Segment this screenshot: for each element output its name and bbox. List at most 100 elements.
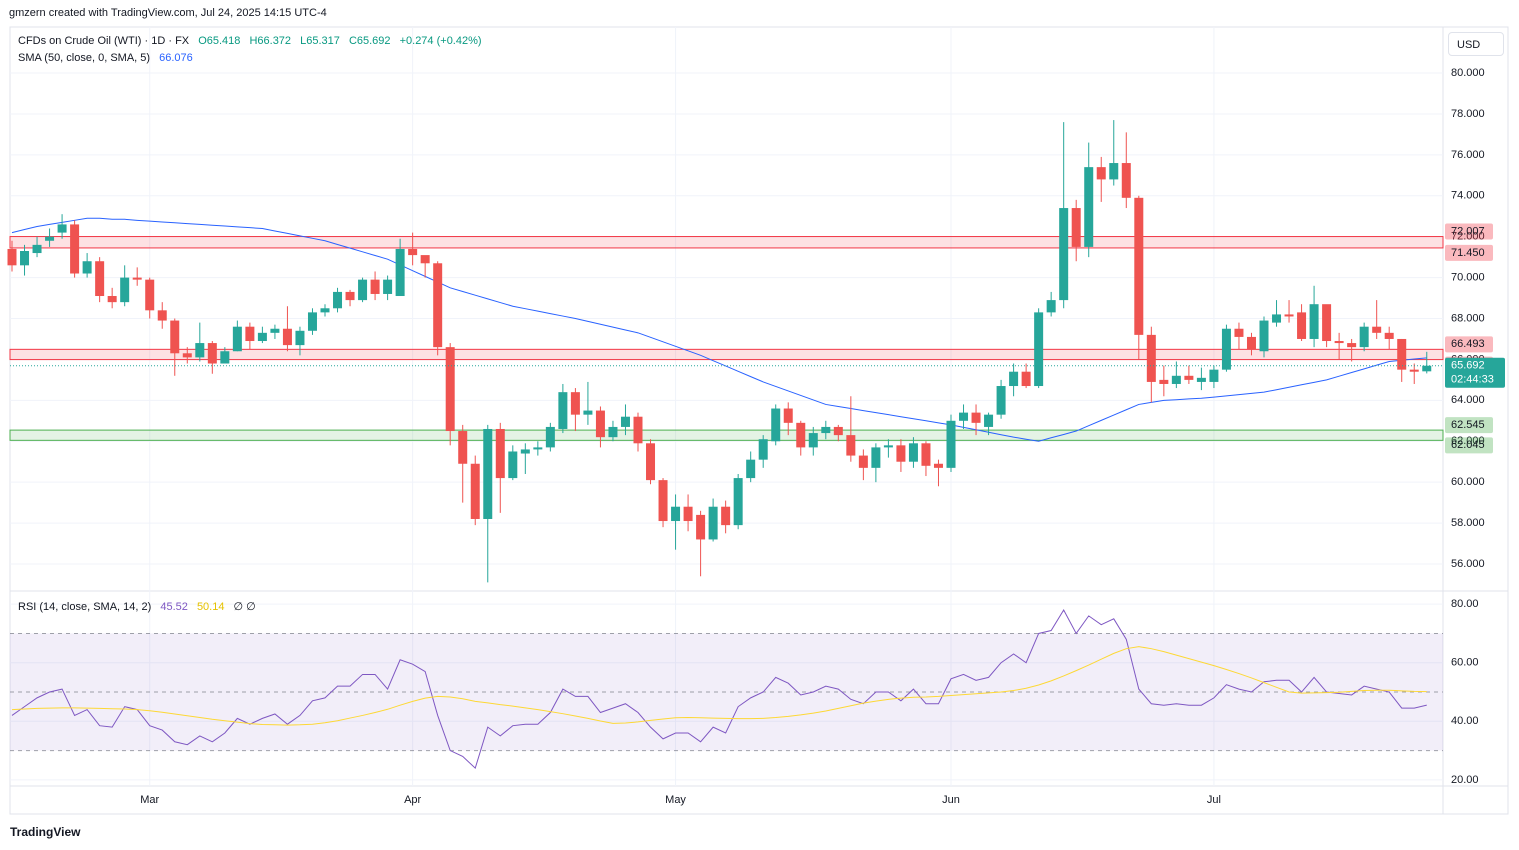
candle-body [45, 236, 55, 241]
candle-body [708, 506, 718, 540]
candle-body [570, 392, 580, 415]
candle-body [195, 343, 205, 358]
candle-body [796, 422, 806, 448]
candle-body [333, 291, 343, 309]
candle-body [420, 255, 430, 264]
candle-body [307, 312, 317, 331]
candle-body [1096, 167, 1106, 180]
last-price-label: 65.692 [1451, 360, 1485, 372]
candle-body [132, 277, 142, 280]
x-tick-label: Jun [942, 794, 960, 806]
zone-high-label: 62.545 [1451, 419, 1485, 431]
candle-body [583, 410, 593, 415]
frame [9, 26, 1509, 815]
candle-body [157, 310, 167, 321]
y-tick-label: 80.000 [1451, 67, 1485, 79]
candle-body [458, 431, 468, 464]
candle-body [921, 443, 931, 466]
candle-body [996, 386, 1006, 415]
candle-body [270, 328, 280, 333]
rsi-ma-value: 50.14 [196, 601, 225, 613]
candle-body [207, 343, 217, 364]
zone-high-label: 72.007 [1451, 225, 1485, 237]
candle-body [595, 410, 605, 438]
zone [9, 348, 1444, 361]
candle-body [1171, 375, 1181, 384]
candle-body [320, 308, 330, 313]
zone-high-label-box [1445, 336, 1493, 353]
candle-body [683, 506, 693, 522]
rsi-title: RSI (14, close, SMA, 14, 2) [18, 601, 152, 613]
sma-value: 66.076 [159, 52, 193, 64]
candle-body [1272, 314, 1282, 323]
candle-body [445, 347, 455, 432]
candle-body [908, 443, 918, 462]
candle-body [57, 224, 67, 233]
rsi-legend: RSI (14, close, SMA, 14, 2) 45.52 50.14 … [18, 600, 262, 613]
candle-body [771, 408, 781, 442]
candle-body [1184, 375, 1194, 380]
candle-body [721, 506, 731, 526]
y-tick-label: 56.000 [1451, 558, 1485, 570]
candle-body [1196, 377, 1206, 382]
candle-body [1246, 336, 1256, 350]
candle-body [1297, 312, 1307, 339]
candle-body [821, 426, 831, 434]
candle-body [1234, 328, 1244, 337]
candle-body [1009, 371, 1019, 387]
candle-body [120, 277, 130, 303]
candle-body [1309, 304, 1319, 339]
candle-body [1034, 312, 1044, 387]
zone-low-label-box [1445, 437, 1493, 454]
candle-body [933, 463, 943, 468]
candle-body [1146, 334, 1156, 382]
candle-body [1209, 369, 1219, 382]
candle-body [783, 408, 793, 423]
candle-body [1359, 326, 1369, 348]
candle-body [495, 428, 505, 479]
y-tick-label: 62.000 [1451, 435, 1485, 447]
y-tick-label: 64.000 [1451, 394, 1485, 406]
candle-body [282, 328, 292, 346]
candle-body [846, 435, 856, 456]
candle-body [696, 514, 706, 540]
y-tick-label: 76.000 [1451, 149, 1485, 161]
candle-body [671, 506, 681, 522]
candle-body [1084, 167, 1094, 247]
candle-body [1046, 300, 1056, 313]
candle-body [7, 248, 17, 266]
candle-body [1322, 304, 1332, 342]
candle-body [858, 455, 868, 468]
x-tick-label: Mar [140, 794, 159, 806]
sma-legend: SMA (50, close, 0, SMA, 5) 66.076 [18, 52, 199, 64]
candle-body [896, 445, 906, 462]
candle-body [408, 248, 418, 256]
candle-body [946, 420, 956, 468]
candle-body [383, 279, 393, 294]
candle-body [520, 449, 530, 454]
candle-body [620, 416, 630, 427]
candle-body [395, 248, 405, 297]
candle-body [232, 326, 242, 352]
candle-body [257, 332, 267, 342]
candle-body [433, 263, 443, 348]
candle-body [358, 279, 368, 301]
candle-body [1109, 163, 1119, 180]
candle-body [182, 353, 192, 358]
candle-body [1134, 197, 1144, 335]
symbol-title: CFDs on Crude Oil (WTI) · 1D · FX [18, 35, 190, 47]
rsi-placeholders: ∅ ∅ [233, 601, 256, 613]
candle-body [1259, 320, 1269, 352]
y-tick-label: 20.00 [1451, 774, 1479, 786]
candle-body [758, 439, 768, 460]
candle-body [1409, 369, 1419, 372]
x-tick-label: Apr [404, 794, 421, 806]
candle-body [1121, 163, 1131, 198]
currency-button[interactable]: USD [1448, 32, 1504, 56]
y-tick-label: 58.000 [1451, 517, 1485, 529]
y-tick-label: 72.000 [1451, 231, 1485, 243]
candle-body [808, 433, 818, 448]
candle-body [1334, 341, 1344, 344]
